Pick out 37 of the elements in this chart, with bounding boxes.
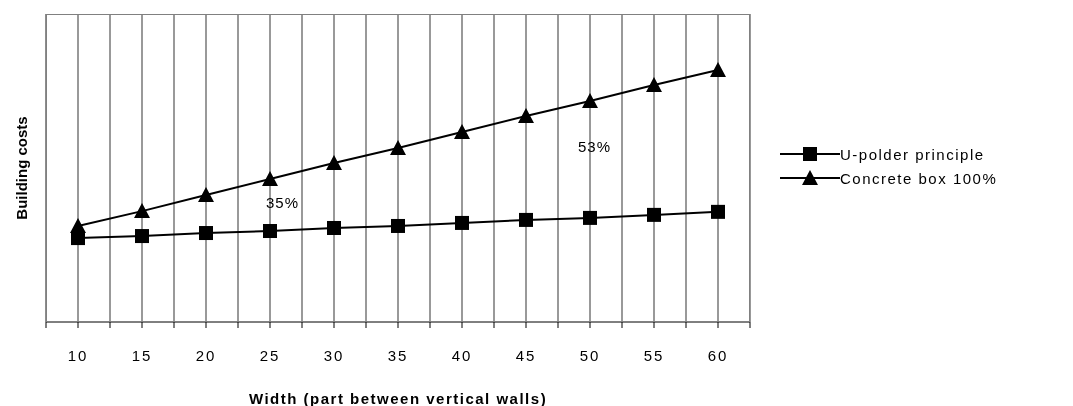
annotation: 35% bbox=[266, 194, 300, 211]
point bbox=[519, 212, 533, 227]
x-tick-label: 15 bbox=[131, 346, 153, 364]
point bbox=[646, 77, 662, 93]
point bbox=[455, 215, 469, 230]
x-tick-label: 35 bbox=[387, 346, 409, 364]
annotation: 53% bbox=[578, 138, 612, 155]
point bbox=[263, 224, 277, 239]
point bbox=[583, 210, 597, 225]
point bbox=[327, 220, 341, 235]
x-tick-label: 20 bbox=[195, 346, 217, 364]
point bbox=[518, 108, 534, 124]
x-tick-label: 45 bbox=[515, 346, 537, 364]
x-tick-label: 60 bbox=[707, 346, 729, 364]
legend-label: U-polder principle bbox=[840, 145, 985, 163]
point bbox=[710, 61, 726, 77]
legend-label: Concrete box 100% bbox=[840, 169, 998, 187]
point bbox=[326, 154, 342, 170]
point bbox=[711, 204, 725, 219]
point bbox=[70, 217, 86, 233]
point bbox=[135, 229, 149, 244]
point bbox=[199, 226, 213, 241]
point bbox=[262, 171, 278, 187]
point bbox=[390, 140, 406, 156]
x-tick-label: 50 bbox=[579, 346, 601, 364]
point bbox=[647, 207, 661, 222]
point bbox=[134, 203, 150, 219]
x-tick-label: 55 bbox=[643, 346, 665, 364]
point bbox=[198, 186, 214, 202]
point bbox=[454, 123, 470, 139]
y-axis-title: Building costs bbox=[13, 116, 31, 220]
x-tick-label: 30 bbox=[323, 346, 345, 364]
point bbox=[582, 92, 598, 108]
x-tick-label: 40 bbox=[451, 346, 473, 364]
point bbox=[391, 218, 405, 233]
x-tick-label: 10 bbox=[67, 346, 89, 364]
x-tick-label: 25 bbox=[259, 346, 281, 364]
